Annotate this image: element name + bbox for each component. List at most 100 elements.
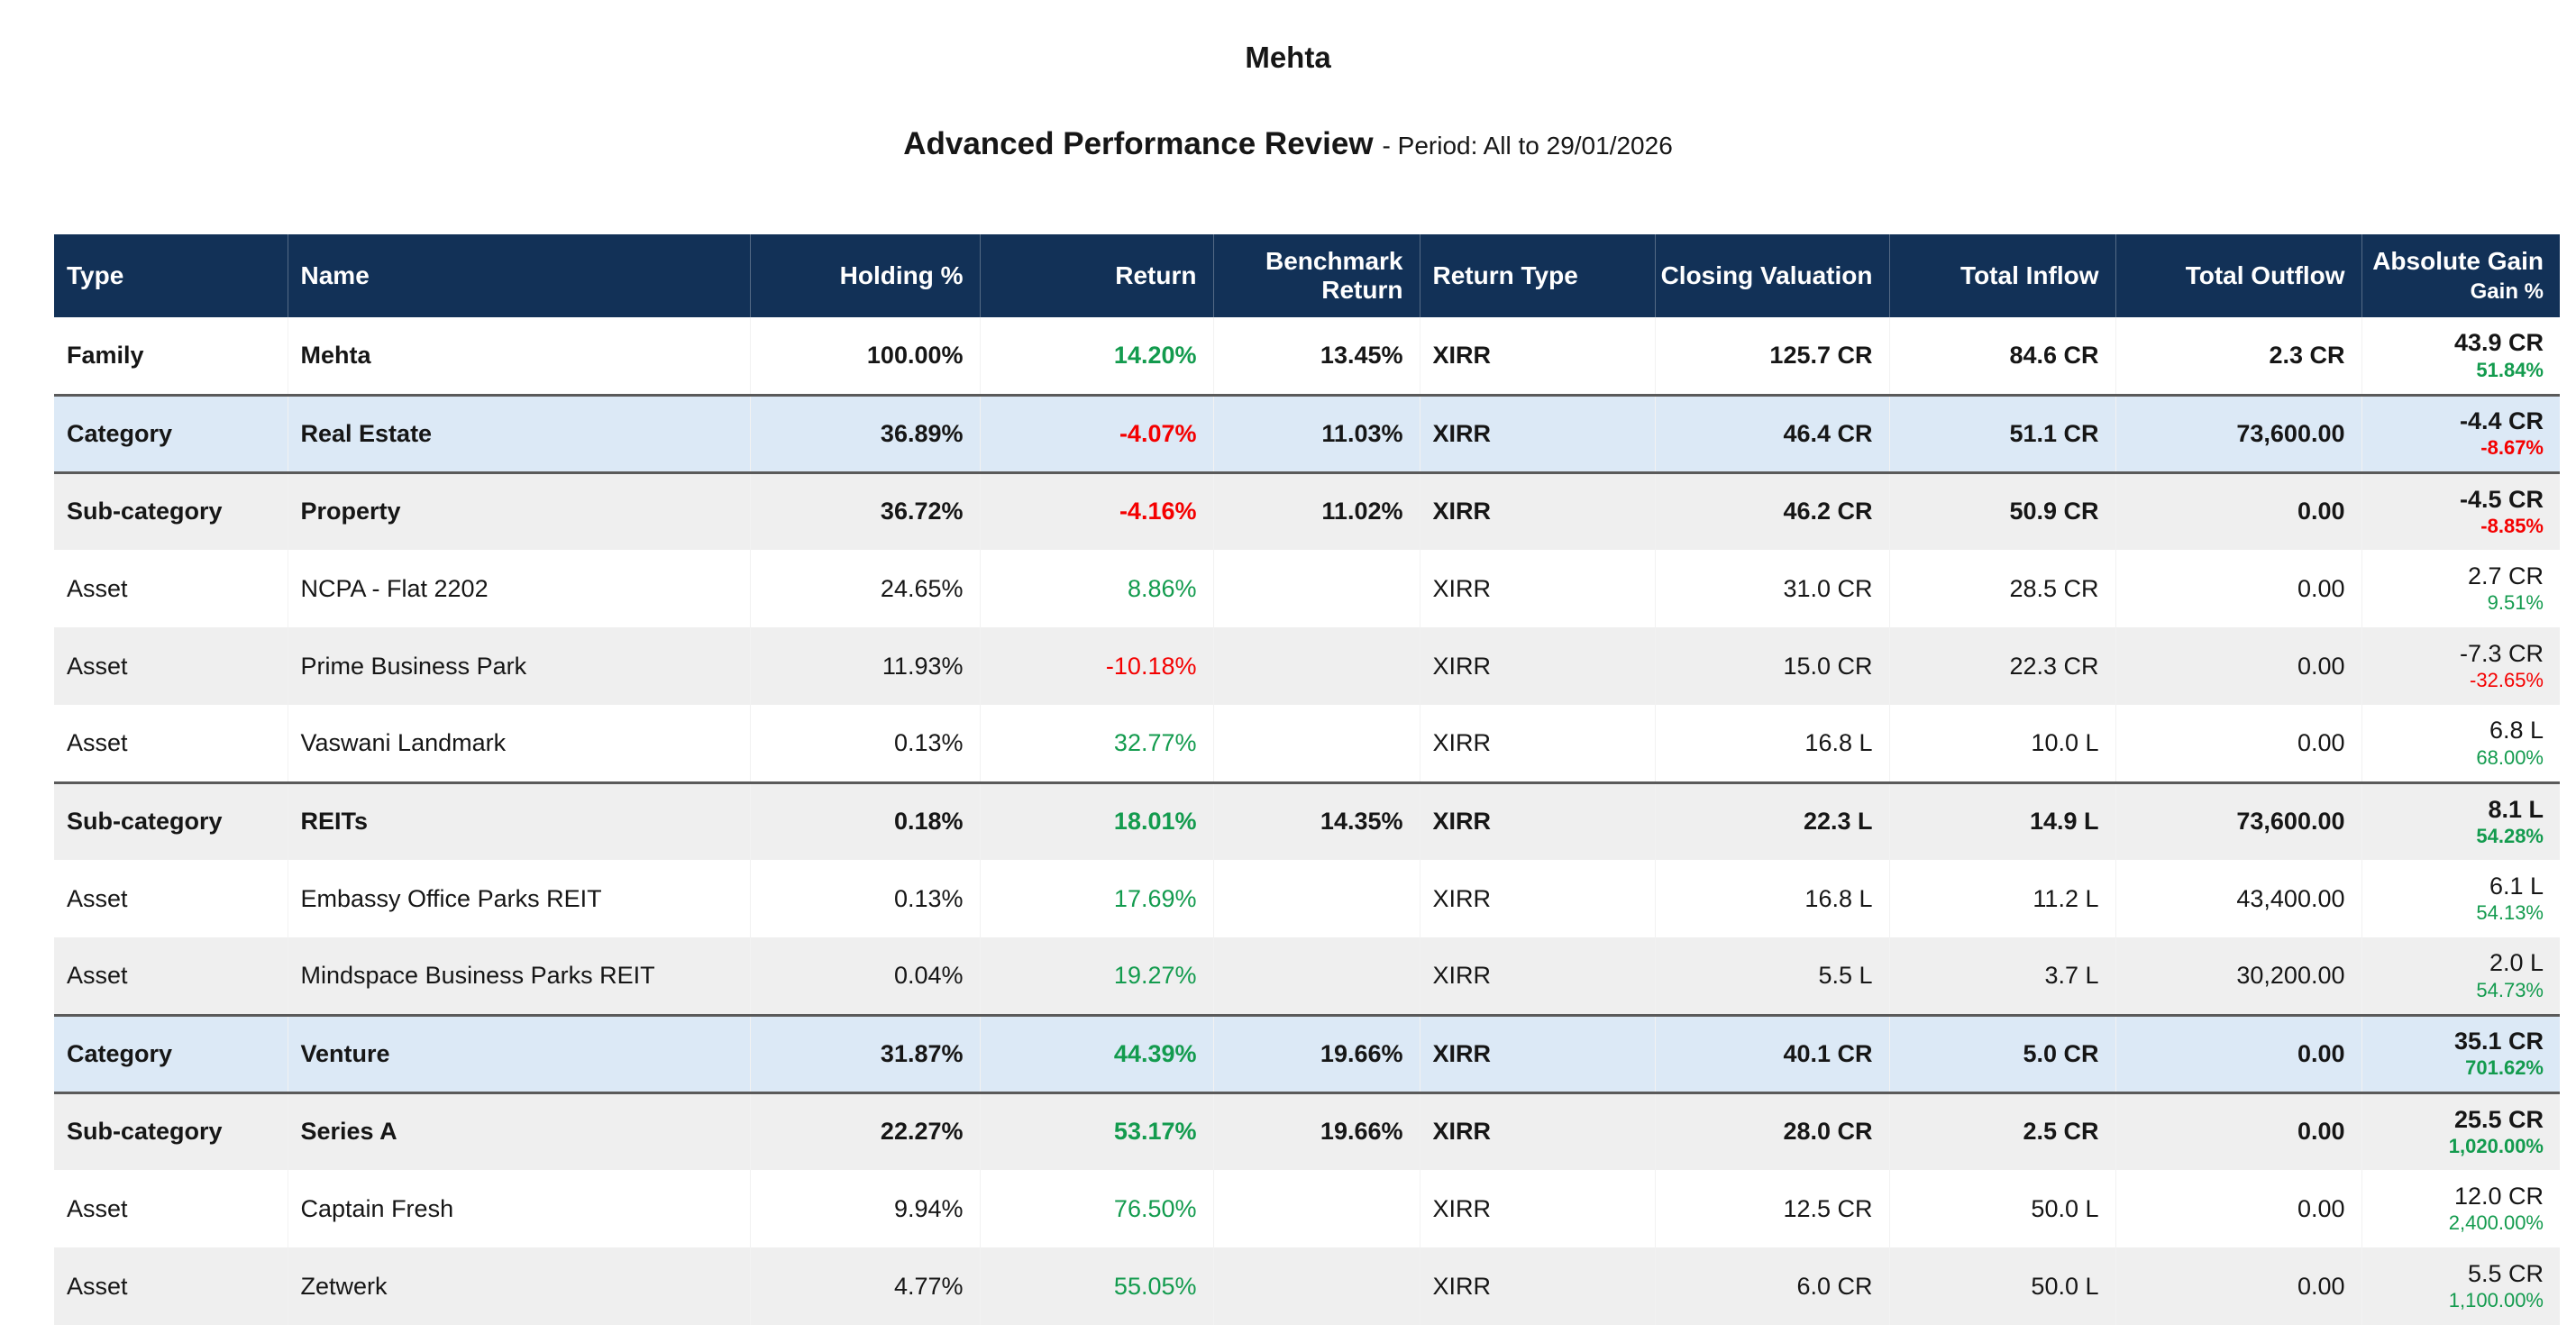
cell-name: Prime Business Park [287,627,750,705]
cell-return_type: XIRR [1419,705,1655,782]
cell-name: Venture [287,1013,750,1092]
cell-closing: 5.5 L [1654,937,1889,1015]
cell-benchmark [1212,1170,1420,1247]
gain-percent: -8.67% [2480,436,2544,460]
cell-inflow: 5.0 CR [1888,1013,2115,1092]
cell-name: REITs [287,781,750,860]
gain-value: -7.3 CR [2459,640,2544,668]
cell-outflow: 0.00 [2115,627,2361,705]
gain-percent: -8.85% [2480,515,2544,538]
cell-type: Asset [67,1272,128,1300]
cell-return_type: XIRR [1419,317,1655,395]
cell-closing: 46.4 CR [1654,393,1889,472]
gain-percent: 68.00% [2476,745,2544,769]
column-header-label: Benchmark Return [1265,246,1403,304]
cell-closing: 125.7 CR [1654,317,1889,395]
performance-table-header: Type Name Holding % Return Benchmark Return R… [54,234,2560,317]
report-title: Mehta [1245,41,1331,74]
gain-value: -4.4 CR [2459,407,2544,435]
cell-inflow: 2.5 CR [1888,1091,2115,1170]
cell-benchmark [1212,937,1420,1015]
report-period: - Period: All to 29/01/2026 [1382,132,1673,160]
cell-name: Vaswani Landmark [287,705,750,782]
gain-value: 12.0 CR [2453,1183,2544,1211]
cell-closing: 12.5 CR [1654,1170,1889,1247]
cell-return: 18.01% [979,781,1213,860]
cell-benchmark [1212,627,1420,705]
column-header-label: Return Type [1432,260,1578,289]
cell-name: Mindspace Business Parks REIT [287,937,750,1015]
cell-gain: 2.0 L 54.73% [2361,937,2560,1015]
gain-percent: 9.51% [2487,591,2544,615]
column-header-label: Type [67,260,124,289]
cell-holding: 36.72% [749,471,980,550]
cell-benchmark [1212,860,1420,937]
cell-benchmark: 19.66% [1212,1013,1420,1092]
column-header-label: Closing Valuation [1660,260,1873,289]
cell-gain: 35.1 CR 701.62% [2361,1013,2560,1092]
cell-benchmark [1212,550,1420,627]
cell-name: Zetwerk [287,1247,750,1325]
cell-gain: 25.5 CR 1,020.00% [2361,1091,2560,1170]
gain-block: 5.5 CR 1,100.00% [2362,1260,2544,1312]
column-header-gain: Absolute Gain Gain % [2361,234,2560,317]
cell-type: Asset [67,961,128,989]
cell-gain: 2.7 CR 9.51% [2361,550,2560,627]
gain-value: 2.7 CR [2467,562,2544,590]
gain-value: 35.1 CR [2453,1028,2544,1055]
cell-inflow: 50.0 L [1888,1247,2115,1325]
gain-block: 2.0 L 54.73% [2362,949,2544,1001]
cell-outflow: 30,200.00 [2115,937,2361,1015]
cell-gain: -7.3 CR -32.65% [2361,627,2560,705]
cell-holding: 0.18% [749,781,980,860]
cell-gain: 6.1 L 54.13% [2361,860,2560,937]
column-header-holding: Holding % [749,234,980,317]
cell-benchmark: 11.03% [1212,393,1420,472]
cell-closing: 40.1 CR [1654,1013,1889,1092]
column-header-benchmark: Benchmark Return [1212,234,1420,317]
gain-block: 12.0 CR 2,400.00% [2362,1183,2544,1235]
cell-name: Mehta [287,317,750,395]
gain-block: 8.1 L 54.28% [2362,796,2544,848]
cell-benchmark [1212,1247,1420,1325]
cell-return_type: XIRR [1419,781,1655,860]
cell-outflow: 0.00 [2115,1170,2361,1247]
report-header: Mehta Advanced Performance Review - Perio… [0,0,2576,166]
cell-gain: -4.5 CR -8.85% [2361,471,2560,550]
table-row-real-estate: Category Real Estate 36.89% -4.07% 11.03% XIR… [54,393,2560,472]
cell-closing: 28.0 CR [1654,1091,1889,1170]
table-row-ncpa-flat-2202: Asset NCPA - Flat 2202 24.65% 8.86% XIRR 31.0… [54,550,2560,627]
cell-gain: 43.9 CR 51.84% [2361,317,2560,395]
column-header-sublabel: Gain % [2470,279,2544,305]
report-subtitle: Advanced Performance Review - Period: All… [0,124,2576,166]
cell-holding: 100.00% [749,317,980,395]
cell-closing: 6.0 CR [1654,1247,1889,1325]
cell-inflow: 3.7 L [1888,937,2115,1015]
cell-return: 8.86% [979,550,1213,627]
cell-return_type: XIRR [1419,550,1655,627]
gain-value: -4.5 CR [2459,485,2544,513]
column-header-label: Return [1115,260,1197,289]
cell-type: Sub-category [54,1091,288,1170]
cell-type: Family [67,341,144,369]
cell-gain: 5.5 CR 1,100.00% [2361,1247,2560,1325]
cell-outflow: 0.00 [2115,471,2361,550]
gain-value: 43.9 CR [2453,329,2544,357]
cell-holding: 22.27% [749,1091,980,1170]
cell-return: -4.16% [979,471,1213,550]
cell-outflow: 2.3 CR [2115,317,2361,395]
cell-gain: -4.4 CR -8.67% [2361,393,2560,472]
cell-inflow: 11.2 L [1888,860,2115,937]
cell-closing: 16.8 L [1654,705,1889,782]
cell-name: Embassy Office Parks REIT [287,860,750,937]
cell-return_type: XIRR [1419,471,1655,550]
column-header-label: Total Outflow [2185,260,2345,289]
gain-value: 2.0 L [2489,949,2544,977]
cell-gain: 12.0 CR 2,400.00% [2361,1170,2560,1247]
gain-value: 6.8 L [2489,717,2544,745]
gain-percent: 1,100.00% [2448,1289,2544,1312]
cell-inflow: 14.9 L [1888,781,2115,860]
cell-closing: 15.0 CR [1654,627,1889,705]
cell-return: 44.39% [979,1013,1213,1092]
